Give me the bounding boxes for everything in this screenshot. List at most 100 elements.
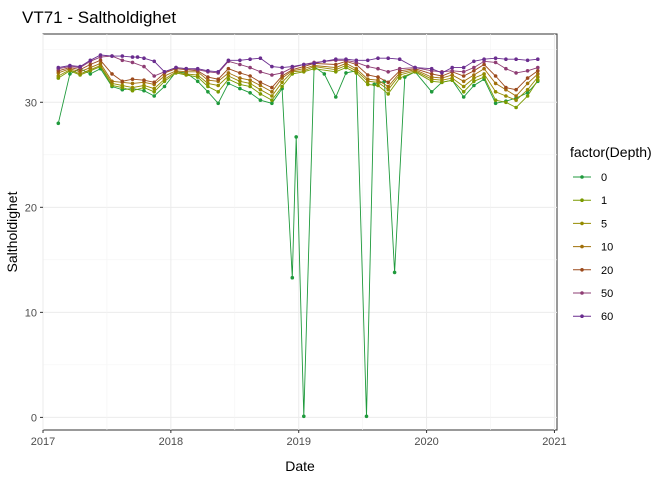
data-point — [386, 56, 391, 60]
data-point — [461, 95, 466, 99]
data-point — [110, 54, 114, 58]
y-axis-title: Saltholdighet — [4, 191, 20, 272]
series-line — [58, 66, 539, 109]
data-point — [270, 101, 274, 106]
data-point — [536, 57, 540, 61]
data-point — [110, 79, 114, 84]
data-point — [461, 74, 466, 78]
data-point — [142, 88, 146, 93]
data-point — [504, 66, 508, 71]
data-point — [440, 71, 444, 75]
data-point — [130, 77, 135, 81]
data-point — [206, 75, 210, 79]
data-point — [386, 70, 391, 74]
data-point — [461, 79, 466, 84]
x-tick-label: 2019 — [286, 436, 310, 448]
data-point — [270, 90, 274, 94]
data-point — [334, 65, 338, 70]
data-point — [258, 56, 263, 60]
data-point — [216, 101, 220, 106]
data-point — [162, 70, 167, 74]
legend-label: 20 — [601, 265, 613, 277]
data-point — [226, 66, 231, 71]
legend-title: factor(Depth) — [570, 144, 652, 160]
series-layer — [56, 53, 540, 419]
data-point — [238, 86, 242, 91]
data-point — [238, 82, 242, 87]
data-point — [248, 74, 252, 78]
data-point — [152, 94, 156, 98]
data-point — [88, 62, 93, 67]
data-point — [98, 53, 103, 57]
legend-key-point — [580, 221, 584, 226]
data-point — [248, 81, 252, 86]
data-point — [135, 55, 140, 59]
data-point — [238, 79, 242, 84]
data-point — [397, 76, 402, 80]
series-line — [58, 55, 538, 77]
data-point — [536, 72, 540, 76]
data-point — [130, 60, 135, 65]
data-point — [206, 69, 210, 73]
data-point — [270, 64, 274, 69]
data-point — [120, 58, 125, 63]
legend-key-point — [580, 314, 584, 319]
data-point — [152, 74, 156, 78]
data-point — [216, 70, 220, 74]
data-point — [142, 83, 146, 88]
data-point — [120, 83, 125, 88]
data-point — [206, 84, 210, 89]
data-point — [142, 64, 146, 69]
data-point — [461, 70, 466, 74]
data-point — [397, 57, 402, 61]
data-point — [238, 58, 242, 63]
data-point — [206, 90, 210, 94]
data-point — [174, 65, 178, 70]
data-point — [294, 135, 299, 139]
legend: factor(Depth) 0 1 5 10 20 50 60 — [570, 144, 652, 323]
data-point — [472, 76, 476, 80]
data-point — [258, 92, 263, 96]
data-point — [482, 57, 486, 61]
data-point — [162, 77, 167, 81]
data-point — [152, 90, 156, 94]
data-point — [354, 66, 359, 71]
data-point — [290, 275, 295, 280]
data-point — [429, 72, 434, 76]
series-line — [58, 54, 538, 74]
data-point — [302, 62, 306, 67]
data-point — [514, 98, 518, 102]
data-point — [280, 80, 284, 85]
data-point — [413, 65, 417, 70]
data-point — [78, 64, 82, 69]
legend-label: 60 — [601, 311, 613, 323]
data-point — [334, 95, 338, 99]
axes: 0 10 20 30 2017 2018 2019 2020 2021 — [25, 97, 567, 448]
data-point — [472, 73, 476, 77]
data-point — [386, 87, 391, 92]
data-point — [493, 81, 498, 86]
data-point — [110, 72, 114, 76]
data-point — [493, 98, 498, 102]
legend-label: 5 — [601, 218, 607, 230]
data-point — [162, 74, 167, 78]
data-point — [429, 75, 434, 79]
data-point — [88, 65, 93, 70]
data-point — [504, 100, 508, 105]
y-tick-label: 10 — [25, 307, 37, 319]
data-point — [302, 414, 306, 419]
data-point — [206, 81, 210, 86]
data-point — [152, 80, 156, 85]
legend-label: 50 — [601, 288, 613, 300]
data-point — [366, 82, 370, 87]
data-point — [130, 85, 135, 90]
series-line — [58, 59, 539, 91]
data-point — [258, 80, 263, 85]
data-point — [142, 56, 146, 60]
data-point — [504, 94, 508, 98]
y-tick-label: 0 — [31, 412, 37, 424]
data-point — [504, 57, 508, 61]
data-point — [386, 84, 391, 89]
x-tick-label: 2018 — [159, 436, 183, 448]
